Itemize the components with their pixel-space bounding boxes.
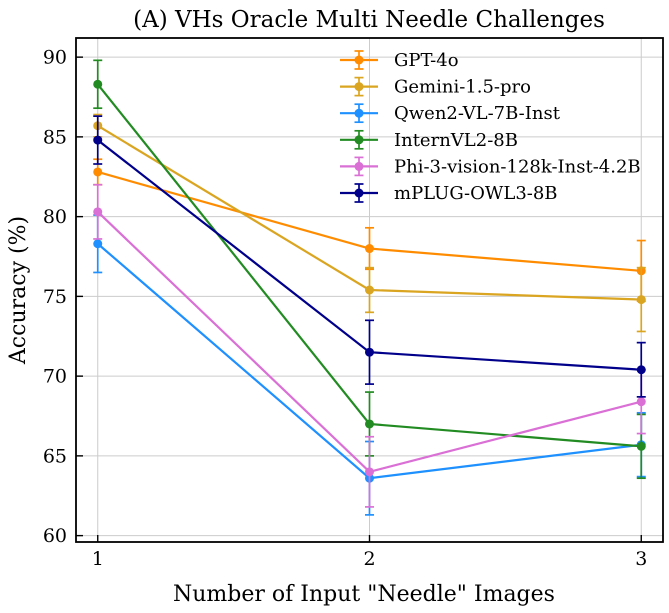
- legend-item-phi-3-vision-128k-inst-4-2b: Phi-3-vision-128k-Inst-4.2B: [340, 156, 641, 177]
- y-axis-label: Accuracy (%): [6, 216, 31, 365]
- legend-label: mPLUG-OWL3-8B: [394, 183, 558, 204]
- y-tick-label: 85: [43, 126, 67, 148]
- legend-item-mplug-owl3-8b: mPLUG-OWL3-8B: [340, 183, 558, 204]
- y-tick-label: 80: [43, 206, 67, 228]
- data-point: [636, 295, 646, 305]
- y-tick-label: 75: [43, 286, 67, 308]
- x-tick-label: 3: [635, 548, 647, 570]
- legend-label: Phi-3-vision-128k-Inst-4.2B: [394, 156, 641, 177]
- data-point: [365, 285, 374, 295]
- legend-marker: [354, 55, 364, 65]
- legend-label: GPT-4o: [394, 50, 459, 71]
- data-point: [365, 347, 374, 357]
- legend-marker: [354, 188, 364, 198]
- legend-item-qwen2-vl-7b-inst: Qwen2-VL-7B-Inst: [340, 103, 561, 124]
- series-phi-3-vision-128k-inst-4-2b: [93, 183, 646, 508]
- data-point: [93, 79, 103, 89]
- x-tick-label: 1: [92, 548, 104, 570]
- y-tick-label: 60: [43, 525, 67, 547]
- data-point: [636, 397, 646, 407]
- chart-title: (A) VHs Oracle Multi Needle Challenges: [133, 7, 605, 33]
- series-mplug-owl3-8b: [93, 115, 646, 398]
- y-tick-label: 70: [43, 366, 67, 388]
- x-axis-label: Number of Input "Needle" Images: [173, 582, 555, 607]
- data-point: [365, 419, 374, 429]
- data-point: [365, 467, 374, 477]
- y-tick-label: 90: [43, 47, 67, 69]
- legend-item-gpt-4o: GPT-4o: [340, 50, 459, 71]
- legend-item-internvl2-8b: InternVL2-8B: [340, 130, 518, 151]
- legend-marker: [354, 108, 364, 118]
- data-point: [365, 244, 374, 254]
- legend-label: Qwen2-VL-7B-Inst: [394, 103, 561, 124]
- series-gemini-1-5-pro: [93, 113, 646, 333]
- series-layer: [93, 59, 646, 516]
- legend-item-gemini-1-5-pro: Gemini-1.5-pro: [340, 77, 531, 98]
- legend: GPT-4o Gemini-1.5-pro Qwen2-VL-7B-Inst Inte…: [340, 50, 641, 204]
- data-point: [93, 239, 103, 249]
- x-tick-label: 2: [363, 548, 375, 570]
- data-point: [93, 207, 103, 217]
- axes-layer: 60 65 70 75 80 85 90 1 2 3: [43, 37, 664, 570]
- data-point: [636, 365, 646, 375]
- legend-label: Gemini-1.5-pro: [394, 77, 531, 98]
- legend-marker: [354, 82, 364, 92]
- legend-marker: [354, 135, 364, 145]
- legend-label: InternVL2-8B: [394, 130, 518, 151]
- legend-marker: [354, 161, 364, 171]
- y-tick-label: 65: [43, 445, 67, 467]
- data-point: [636, 441, 646, 451]
- data-point: [93, 135, 103, 145]
- data-point: [93, 167, 103, 177]
